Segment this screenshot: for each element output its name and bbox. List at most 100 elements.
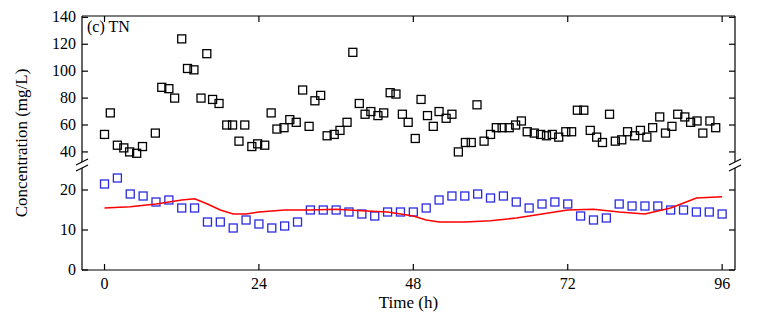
x-tick [413, 16, 414, 22]
point [361, 110, 369, 118]
point [255, 220, 263, 228]
x-tick [258, 16, 259, 22]
chart: 02448729601020406080100120140Time (h)Con… [0, 0, 768, 322]
title: (c) TN [87, 18, 130, 36]
point [564, 200, 572, 208]
point [281, 222, 289, 230]
point [106, 109, 114, 117]
y-tick [82, 269, 88, 270]
x-tick-label: 48 [405, 275, 421, 292]
point [693, 117, 701, 125]
y-axis-label: Concentration (mg/L) [12, 69, 31, 218]
axis-break [76, 165, 88, 171]
point [411, 134, 419, 142]
x-tick [722, 264, 723, 270]
point [602, 214, 610, 222]
point [649, 124, 657, 132]
x-tick [567, 16, 568, 22]
point [606, 110, 614, 118]
x-tick-label: 96 [714, 275, 730, 292]
point [203, 50, 211, 58]
point [261, 141, 269, 149]
point [139, 192, 147, 200]
point [223, 121, 231, 129]
point [551, 198, 559, 206]
point [311, 97, 319, 105]
point [448, 192, 456, 200]
y-tick-label: 40 [60, 143, 76, 160]
y-tick [82, 151, 88, 152]
x-tick-label: 72 [560, 275, 576, 292]
point [473, 101, 481, 109]
point [178, 204, 186, 212]
point [467, 139, 475, 147]
point [241, 121, 249, 129]
frame [81, 16, 82, 162]
x-tick-label: 24 [251, 275, 267, 292]
point [577, 212, 585, 220]
point [126, 190, 134, 198]
y-tick [729, 189, 735, 190]
point [371, 212, 379, 220]
y-tick [82, 124, 88, 125]
x-tick [104, 264, 105, 270]
point [562, 128, 570, 136]
point [165, 85, 173, 93]
point [589, 216, 597, 224]
x-tick [413, 264, 414, 270]
point [317, 91, 325, 99]
y-tick [729, 97, 735, 98]
point [392, 90, 400, 98]
y-tick [82, 44, 88, 45]
point [593, 133, 601, 141]
point [294, 218, 302, 226]
frame [82, 15, 735, 16]
x-tick [722, 16, 723, 22]
y-tick-label: 60 [60, 116, 76, 133]
frame [734, 16, 735, 162]
y-tick-label: 120 [52, 35, 76, 52]
point [628, 202, 636, 210]
point [267, 109, 275, 117]
plot-area [101, 35, 727, 232]
point [492, 124, 500, 132]
x-tick [258, 264, 259, 270]
point [461, 192, 469, 200]
point [404, 118, 412, 126]
point [422, 204, 430, 212]
point [305, 122, 313, 130]
axis-break [76, 159, 88, 165]
point [705, 208, 713, 216]
point [138, 143, 146, 151]
point [171, 94, 179, 102]
point [417, 95, 425, 103]
y-tick [82, 71, 88, 72]
point [151, 129, 159, 137]
point [656, 113, 664, 121]
point [178, 35, 186, 43]
point [718, 210, 726, 218]
y-tick-label: 140 [52, 8, 76, 25]
point [343, 118, 351, 126]
y-tick [729, 229, 735, 230]
point [435, 196, 443, 204]
point [429, 122, 437, 130]
y-tick-label: 0 [68, 261, 76, 278]
point [423, 112, 431, 120]
point [598, 139, 606, 147]
frame [734, 168, 735, 270]
y-tick [729, 44, 735, 45]
x-axis-label: Time (h) [379, 293, 438, 312]
point [216, 218, 224, 226]
point [248, 143, 256, 151]
point [215, 99, 223, 107]
line [105, 197, 723, 222]
point [499, 192, 507, 200]
y-tick [729, 269, 735, 270]
axis-break [729, 165, 741, 171]
y-tick [82, 189, 88, 190]
y-tick [82, 97, 88, 98]
point [448, 110, 456, 118]
point [538, 200, 546, 208]
point [461, 139, 469, 147]
